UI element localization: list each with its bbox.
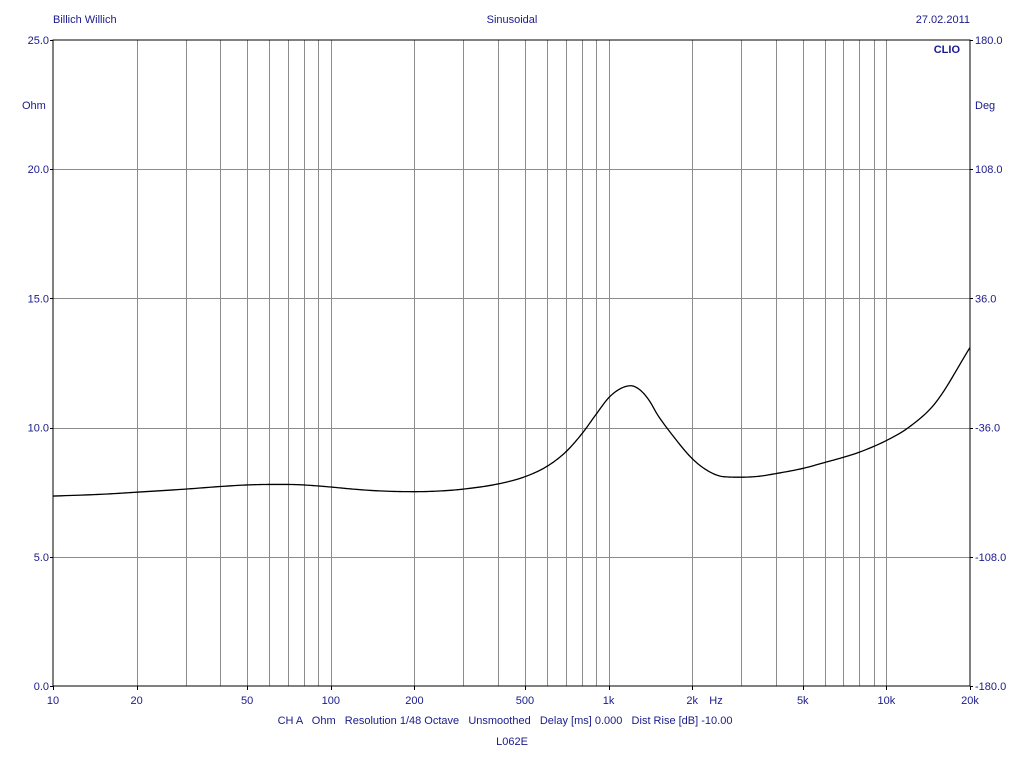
y-axis-left-labels: 0.0 5.0 10.0 15.0 20.0 25.0: [28, 35, 49, 693]
x-tick-label: 20: [130, 695, 142, 707]
y-tick-label-left: 25.0: [28, 35, 49, 47]
axis-ticks: [50, 40, 973, 690]
measurement-settings: CH A Ohm Resolution 1/48 Octave Unsmooth…: [278, 715, 733, 727]
y-tick-label-right: -180.0: [975, 681, 1006, 693]
x-tick-label: 2k: [686, 695, 698, 707]
y-tick-label-left: 5.0: [34, 552, 49, 564]
x-tick-label: 20k: [961, 695, 979, 707]
impedance-trace: [52, 347, 971, 497]
y-axis-left-unit: Ohm: [22, 100, 46, 112]
y-tick-label-right: 36.0: [975, 293, 996, 305]
x-axis-labels: 10 20 50 100 200 500 1k 2k 5k 10k 20k: [47, 695, 979, 707]
x-tick-label: 10: [47, 695, 59, 707]
x-tick-label: 500: [516, 695, 534, 707]
x-tick-label: 200: [405, 695, 423, 707]
y-tick-label-right: -36.0: [975, 423, 1000, 435]
mode-label: Sinusoidal: [487, 14, 538, 26]
brand-label: CLIO: [934, 44, 961, 56]
y-tick-label-right: 180.0: [975, 35, 1003, 47]
y-tick-label-left: 15.0: [28, 293, 49, 305]
y-tick-label-left: 10.0: [28, 423, 49, 435]
y-tick-label-left: 20.0: [28, 164, 49, 176]
plot-frame: [52, 39, 971, 687]
x-axis-unit: Hz: [709, 695, 722, 707]
grid-lines: [53, 40, 970, 686]
x-tick-label: 50: [241, 695, 253, 707]
file-name-label: L062E: [496, 736, 528, 748]
x-tick-label: 10k: [878, 695, 896, 707]
y-axis-right-labels: -180.0 -108.0 -36.0 36.0 108.0 180.0: [975, 35, 1006, 693]
x-tick-label: 1k: [603, 695, 615, 707]
y-axis-right-unit: Deg: [975, 100, 995, 112]
y-tick-label-left: 0.0: [34, 681, 49, 693]
y-tick-label-right: 108.0: [975, 164, 1003, 176]
x-tick-label: 5k: [797, 695, 809, 707]
y-tick-label-right: -108.0: [975, 552, 1006, 564]
author-label: Billich Willich: [53, 14, 117, 26]
date-label: 27.02.2011: [916, 14, 970, 26]
x-tick-label: 100: [322, 695, 340, 707]
